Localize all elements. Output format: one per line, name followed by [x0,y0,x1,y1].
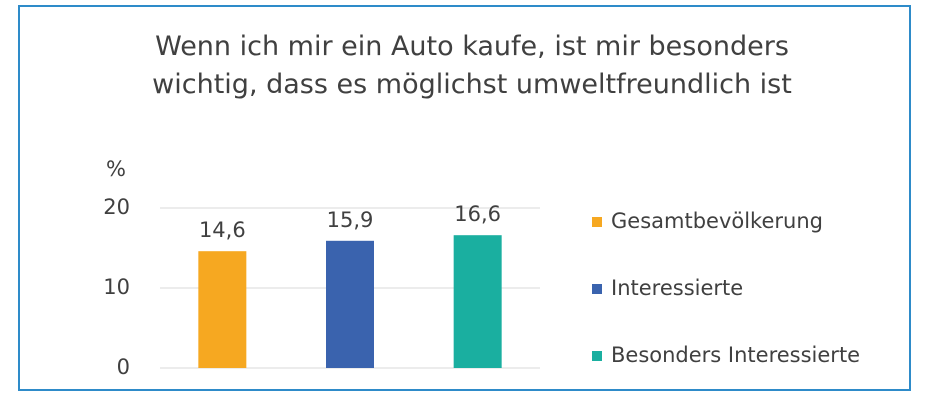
legend-swatch [592,217,602,227]
value-label: 15,9 [327,208,374,232]
y-axis-label: % [106,157,126,181]
legend-swatch [592,284,602,294]
legend-label: Besonders Interessierte [611,343,860,367]
legend-label: Interessierte [611,276,743,300]
chart-title: Wenn ich mir ein Auto kaufe, ist mir bes… [152,31,792,100]
y-tick-label: 20 [103,195,130,219]
bar [198,251,247,368]
bar [326,240,374,368]
value-label: 14,6 [199,218,246,242]
y-tick-label: 0 [117,355,130,379]
legend-label: Gesamtbevölkerung [611,209,823,233]
value-label: 16,6 [454,202,501,226]
bar [453,235,502,368]
y-tick-label: 10 [103,275,130,299]
chart-frame [18,5,911,391]
legend-swatch [592,351,602,361]
